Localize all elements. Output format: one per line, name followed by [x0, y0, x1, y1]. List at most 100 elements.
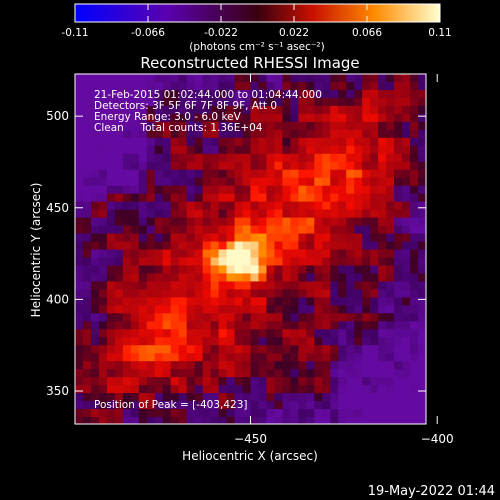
heatmap-pixel: [218, 417, 228, 424]
heatmap-pixel: [90, 105, 100, 115]
heatmap-pixel: [298, 289, 307, 298]
heatmap-pixel: [122, 153, 132, 163]
heatmap-pixel: [178, 353, 188, 362]
heatmap-pixel: [386, 361, 395, 370]
heatmap-pixel: [75, 289, 84, 298]
heatmap-pixel: [370, 385, 379, 394]
heatmap-pixel: [306, 233, 315, 243]
heatmap-pixel: [306, 177, 315, 187]
heatmap-pixel: [418, 353, 426, 362]
heatmap-pixel: [234, 241, 244, 251]
heatmap-pixel: [306, 265, 315, 275]
heatmap-pixel: [402, 217, 411, 227]
heatmap-pixel: [410, 74, 419, 83]
heatmap-pixel: [178, 305, 188, 314]
heatmap-pixel: [82, 185, 92, 195]
heatmap-pixel: [322, 345, 331, 354]
heatmap-pixel: [330, 233, 339, 243]
heatmap-pixel: [242, 97, 252, 107]
heatmap-pixel: [314, 185, 323, 195]
heatmap-pixel: [90, 321, 100, 330]
heatmap-pixel: [194, 329, 204, 338]
heatmap-pixel: [378, 289, 387, 298]
heatmap-pixel: [162, 409, 172, 418]
heatmap-pixel: [378, 345, 387, 354]
heatmap-pixel: [378, 225, 387, 235]
heatmap-pixel: [194, 153, 204, 163]
heatmap-pixel: [186, 81, 196, 91]
heatmap-pixel: [82, 321, 92, 330]
heatmap-pixel: [138, 241, 148, 251]
heatmap-pixel: [362, 305, 371, 314]
heatmap-pixel: [290, 193, 299, 203]
heatmap-pixel: [234, 273, 244, 283]
heatmap-pixel: [378, 169, 387, 179]
heatmap-pixel: [162, 369, 172, 378]
heatmap-pixel: [418, 161, 426, 171]
heatmap-pixel: [178, 145, 188, 155]
heatmap-pixel: [146, 241, 156, 251]
heatmap-pixel: [298, 233, 307, 243]
heatmap-pixel: [266, 337, 276, 346]
heatmap-pixel: [234, 233, 244, 243]
heatmap-pixel: [418, 225, 426, 235]
heatmap-pixel: [210, 329, 220, 338]
heatmap-pixel: [338, 337, 347, 346]
heatmap-pixel: [266, 393, 276, 402]
heatmap-pixel: [290, 417, 299, 424]
heatmap-pixel: [282, 385, 291, 394]
heatmap-pixel: [306, 225, 315, 235]
heatmap-pixel: [138, 193, 148, 203]
heatmap-pixel: [114, 169, 124, 179]
heatmap-pixel: [242, 257, 252, 267]
heatmap-pixel: [98, 289, 108, 298]
heatmap-pixel: [258, 345, 268, 354]
heatmap-pixel: [154, 129, 164, 139]
heatmap-pixel: [266, 249, 276, 259]
heatmap-pixel: [234, 105, 244, 115]
heatmap-pixel: [258, 353, 268, 362]
heatmap-pixel: [98, 337, 108, 346]
heatmap-pixel: [75, 369, 84, 378]
heatmap-pixel: [386, 249, 395, 259]
heatmap-pixel: [298, 369, 307, 378]
heatmap-pixel: [282, 201, 291, 211]
heatmap-pixel: [346, 129, 355, 139]
heatmap-pixel: [322, 369, 331, 378]
heatmap-pixel: [162, 161, 172, 171]
heatmap-pixel: [226, 297, 236, 306]
heatmap-pixel: [306, 321, 315, 330]
heatmap-pixel: [90, 121, 100, 131]
heatmap-pixel: [402, 361, 411, 370]
heatmap-pixel: [346, 401, 355, 410]
heatmap-pixel: [378, 401, 387, 410]
heatmap-pixel: [314, 121, 323, 131]
heatmap-pixel: [370, 137, 379, 147]
annotation-energy-range: Energy Range: 3.0 - 6.0 keV: [94, 111, 242, 123]
heatmap-pixel: [402, 209, 411, 219]
heatmap-pixel: [346, 409, 355, 418]
heatmap-pixel: [122, 97, 132, 107]
heatmap-pixel: [90, 273, 100, 283]
heatmap-pixel: [170, 209, 180, 219]
heatmap-pixel: [202, 121, 212, 131]
heatmap-pixel: [162, 209, 172, 219]
heatmap-pixel: [114, 137, 124, 147]
heatmap-pixel: [418, 105, 426, 115]
heatmap-pixel: [274, 273, 284, 283]
heatmap-pixel: [282, 89, 291, 99]
heatmap-pixel: [386, 393, 395, 402]
heatmap-pixel: [258, 105, 268, 115]
heatmap-pixel: [362, 377, 371, 386]
heatmap-pixel: [226, 153, 236, 163]
heatmap-pixel: [386, 185, 395, 195]
heatmap-pixel: [178, 74, 188, 83]
heatmap-pixel: [90, 225, 100, 235]
heatmap-pixel: [218, 137, 228, 147]
heatmap-pixel: [370, 153, 379, 163]
heatmap-pixel: [266, 353, 276, 362]
heatmap-pixel: [290, 337, 299, 346]
heatmap-pixel: [114, 257, 124, 267]
heatmap-pixel: [114, 153, 124, 163]
heatmap-pixel: [194, 273, 204, 283]
